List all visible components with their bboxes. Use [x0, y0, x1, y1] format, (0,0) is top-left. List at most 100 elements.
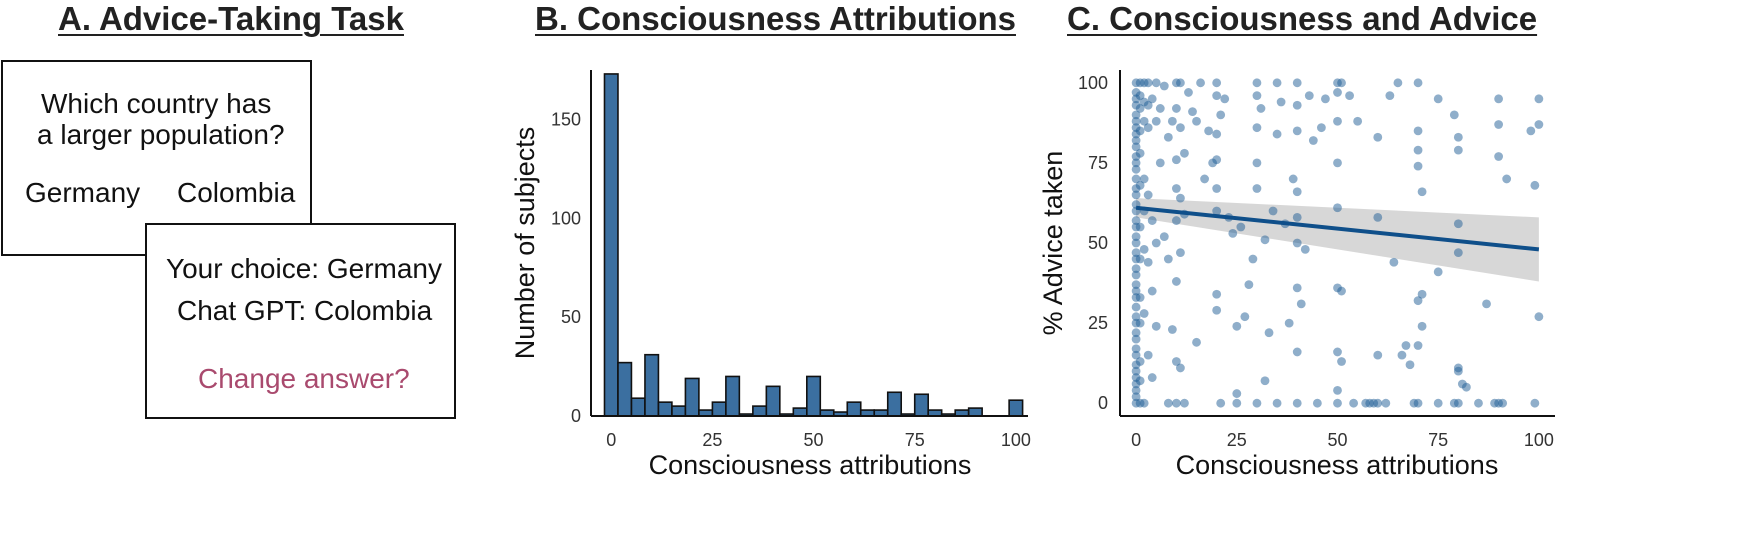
scatter-point [1272, 78, 1282, 88]
scatter-point [1381, 398, 1391, 408]
scatter-point [1300, 245, 1310, 254]
histogram-x-tick-label: 0 [606, 430, 616, 450]
scatter-point [1373, 132, 1383, 142]
scatter-point [1131, 392, 1141, 402]
histogram-bar [752, 405, 768, 417]
scatter-point [1498, 398, 1508, 408]
scatter-point [1131, 142, 1141, 152]
scatter-point [1167, 116, 1177, 126]
histogram-bar [913, 393, 929, 417]
scatter-point [1216, 110, 1226, 120]
scatter-point [1373, 350, 1383, 360]
scatter-point [1333, 398, 1342, 408]
scatter-point [1413, 126, 1423, 136]
histogram-bar [765, 385, 781, 417]
scatter-x-tick-label: 0 [1131, 430, 1141, 450]
scatter-y-tick-label: 75 [1088, 153, 1108, 173]
scatter-point [1292, 238, 1302, 248]
scatter-point [1176, 363, 1185, 373]
scatter-point [1461, 382, 1471, 392]
your-choice-text: Your choice: Germany [166, 253, 442, 284]
scatter-point [1147, 373, 1157, 382]
scatter-point [1143, 100, 1153, 110]
scatter-point [1212, 155, 1222, 165]
scatter-point [1312, 398, 1322, 408]
scatter-point [1171, 104, 1181, 113]
scatter-point [1135, 357, 1145, 366]
scatter-point [1385, 91, 1395, 101]
panel-b-title: B. Consciousness Attributions [535, 0, 1016, 37]
scatter-point [1494, 152, 1504, 161]
scatter-point [1401, 341, 1411, 350]
scatter-point [1260, 376, 1270, 386]
scatter-point [1530, 398, 1540, 408]
scatter-point [1171, 398, 1181, 408]
scatter-point [1417, 289, 1427, 299]
scatter-point [1405, 360, 1415, 370]
scatter-point [1252, 184, 1262, 193]
scatter-point [1292, 347, 1302, 357]
histogram-bar [630, 397, 646, 417]
scatter-point [1171, 184, 1181, 193]
scatter-point [1373, 398, 1383, 408]
histogram-bar [725, 375, 741, 417]
scatter-point [1167, 325, 1177, 334]
scatter-point [1276, 97, 1286, 107]
option-germany: Germany [25, 177, 141, 208]
scatter-point [1143, 123, 1153, 133]
scatter-point [1268, 206, 1278, 216]
scatter-point [1135, 293, 1145, 302]
scatter-point [1337, 78, 1346, 88]
question-line-1: Which country has [41, 88, 272, 119]
scatter-point [1534, 312, 1544, 322]
scatter-point [1151, 321, 1161, 331]
scatter-point [1171, 277, 1181, 286]
scatter-point [1131, 302, 1141, 312]
scatter-point [1163, 254, 1173, 264]
scatter-point [1131, 350, 1141, 360]
scatter-point [1159, 81, 1169, 91]
histogram-y-tick-label: 150 [551, 109, 581, 129]
scatter-point [1192, 337, 1201, 347]
scatter-point [1417, 187, 1427, 197]
histogram-bar [1008, 399, 1024, 417]
scatter-point [1131, 334, 1141, 344]
scatter-point [1212, 91, 1222, 101]
scatter-point [1333, 347, 1342, 357]
question-line-2: a larger population? [37, 119, 285, 150]
scatter-point [1131, 385, 1141, 395]
scatter-point [1316, 123, 1326, 133]
histogram-bar [617, 361, 633, 417]
scatter-point [1176, 248, 1185, 258]
scatter-point [1151, 78, 1161, 88]
scatter-point [1131, 286, 1141, 296]
scatter-point [1494, 94, 1504, 104]
scatter-point [1135, 376, 1145, 386]
scatter-point [1534, 94, 1544, 104]
scatter-point [1502, 174, 1512, 184]
scatter-point [1188, 107, 1197, 117]
scatter-point [1131, 328, 1141, 338]
histogram-y-tick-label: 0 [571, 406, 581, 426]
scatter-y-tick-label: 50 [1088, 233, 1108, 253]
scatter-point [1333, 116, 1342, 126]
scatter-point [1147, 94, 1157, 104]
histogram-x-tick-label: 25 [702, 430, 722, 450]
chatgpt-choice-text: Chat GPT: Colombia [177, 295, 433, 326]
scatter-point [1413, 398, 1423, 408]
scatter-point [1252, 78, 1262, 88]
scatter-point [1240, 312, 1250, 322]
histogram-bar [886, 391, 903, 417]
scatter-y-tick-label: 0 [1098, 393, 1108, 413]
histogram-x-label: Consciousness attributions [649, 450, 972, 480]
scatter-point [1131, 158, 1141, 168]
scatter-point [1417, 321, 1427, 331]
scatter-point [1180, 398, 1189, 408]
scatter-point [1159, 232, 1169, 241]
advice-scatterplot: 0 25 50 75 100 0 25 50 75 100 Consciousness attr… [1038, 70, 1555, 480]
scatter-point [1163, 132, 1173, 142]
scatter-point [1212, 78, 1222, 88]
advice-box [145, 223, 456, 419]
scatter-point [1139, 116, 1149, 126]
histogram-bar [657, 401, 673, 417]
